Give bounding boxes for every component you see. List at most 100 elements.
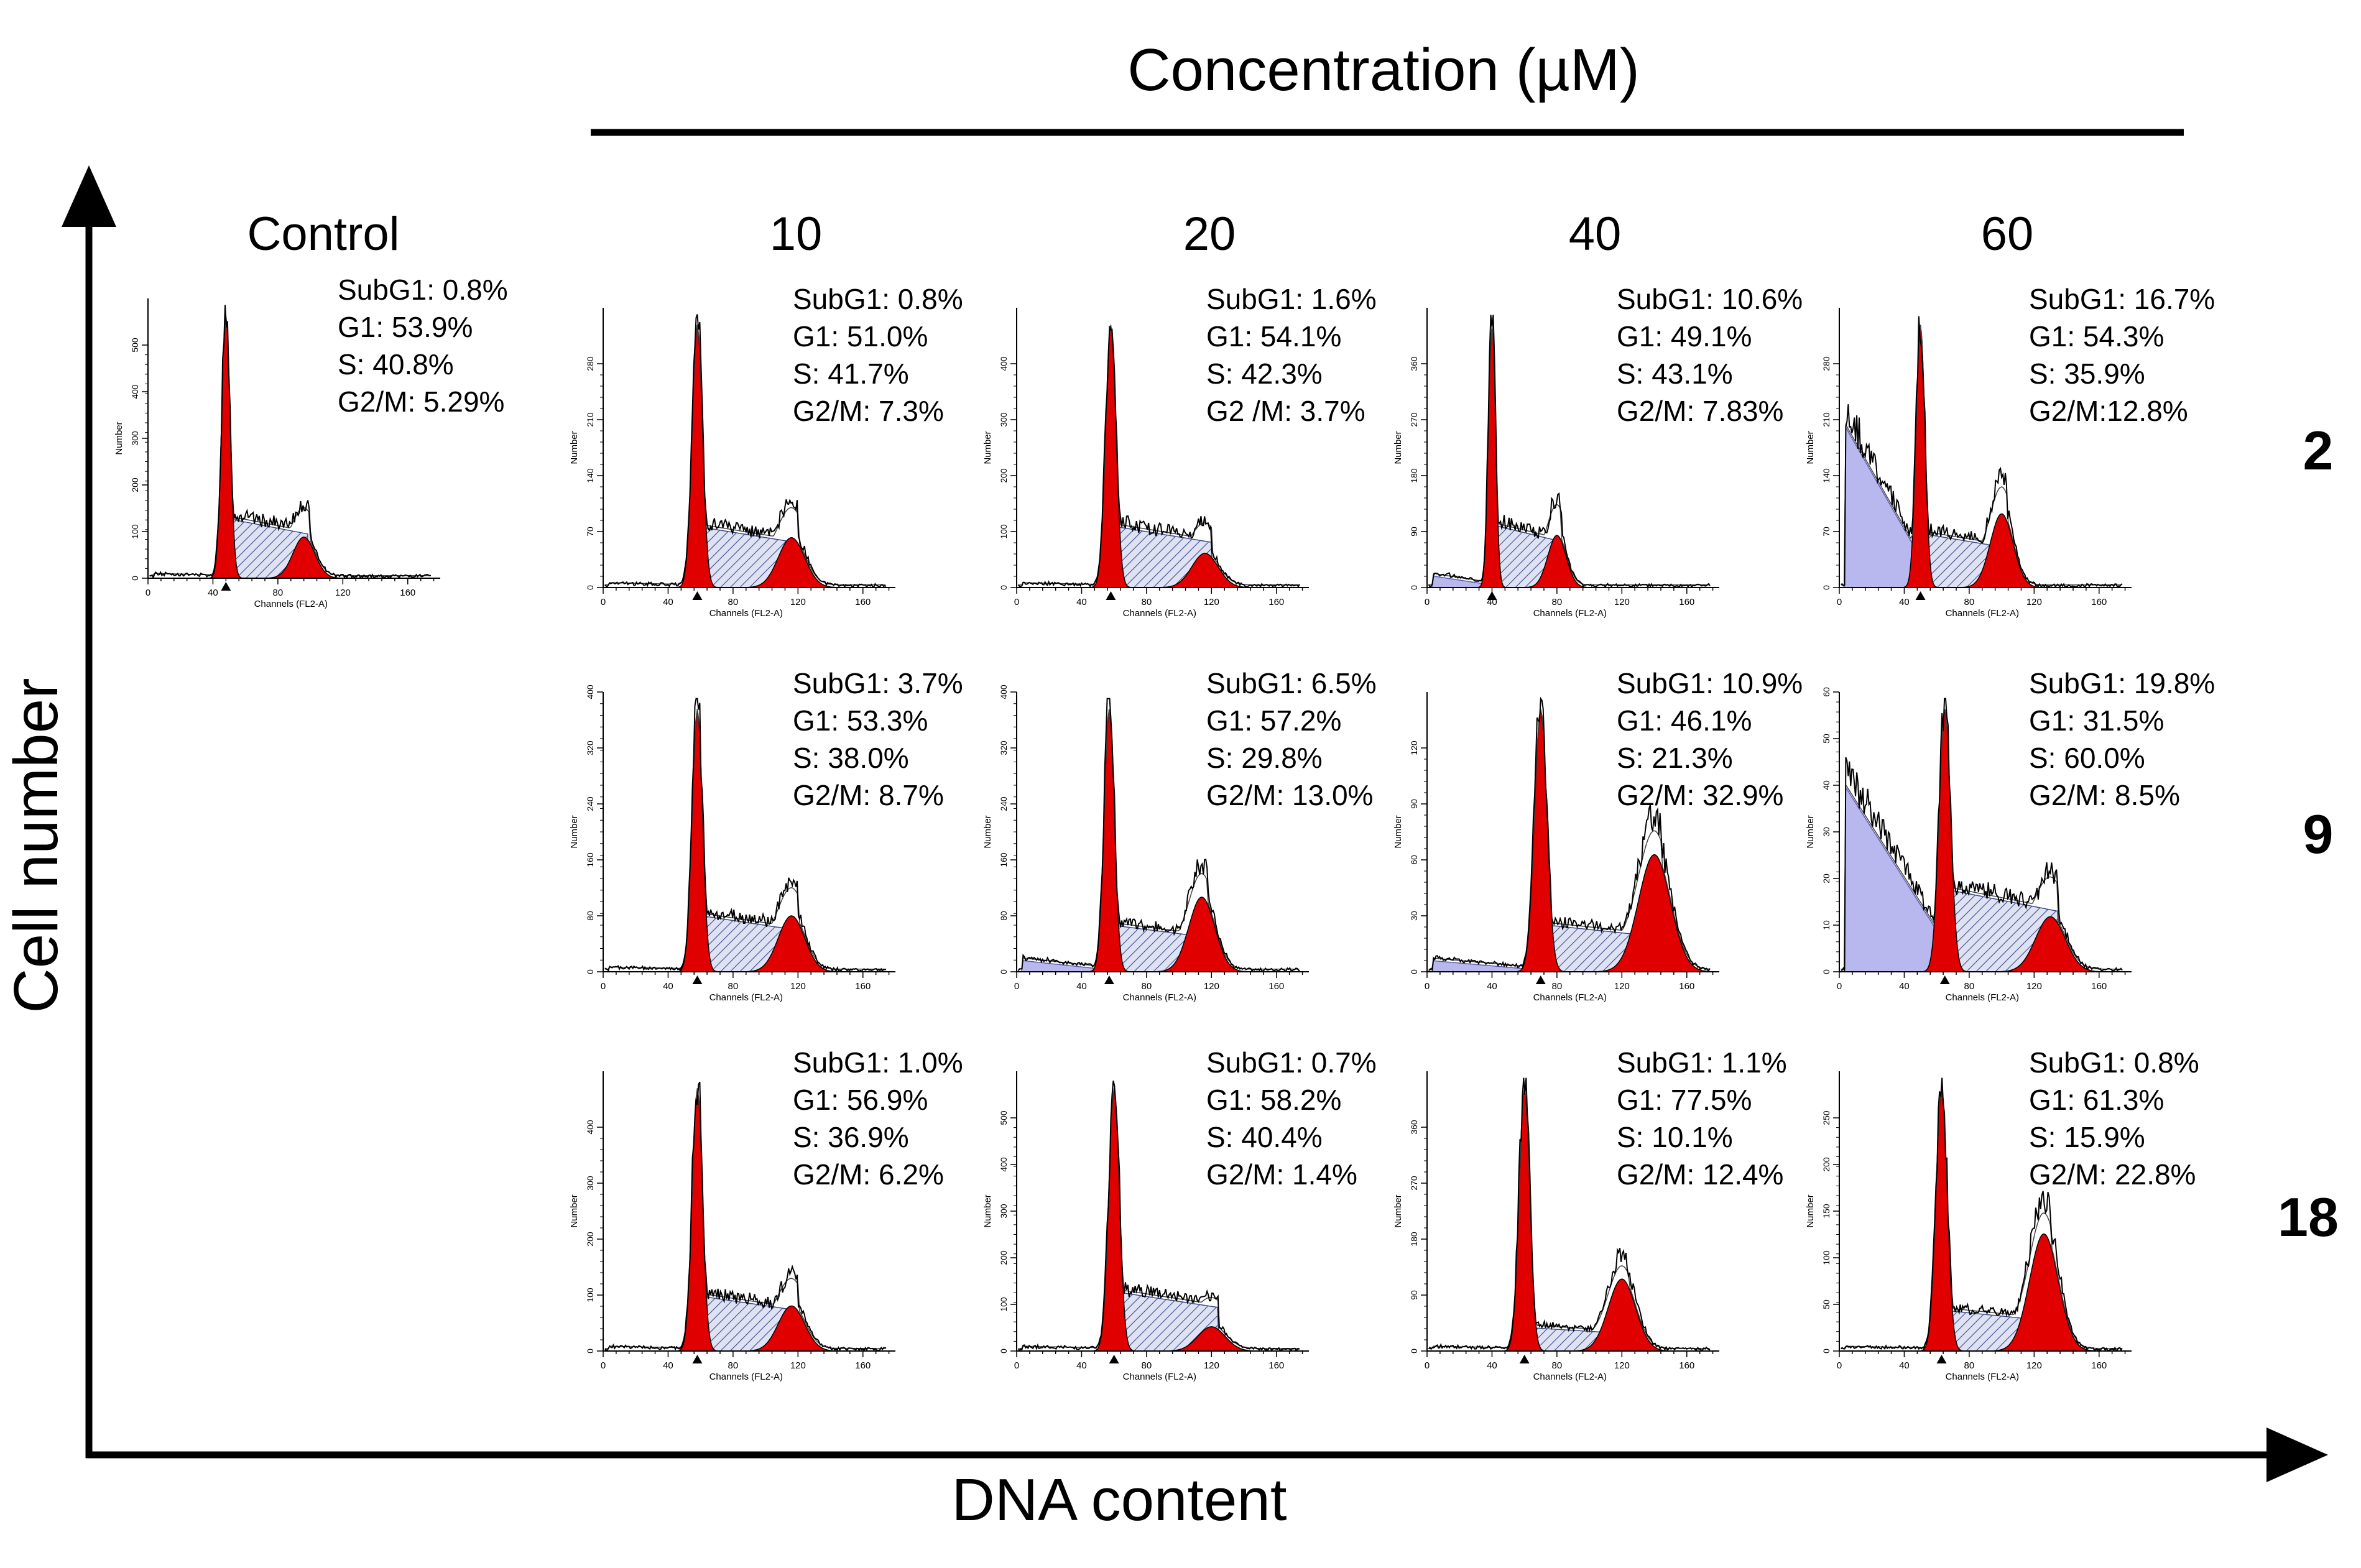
x-tick-label: 0 [1425, 981, 1430, 992]
x-tick-label: 40 [1487, 1360, 1497, 1371]
x-tick-label: 0 [601, 1360, 606, 1371]
g1-marker-triangle [1939, 975, 1950, 984]
x-tick-label: 0 [1014, 597, 1019, 607]
x-tick-label: 80 [1142, 981, 1152, 992]
panel-y-title: Number [982, 815, 993, 848]
x-tick-label: 120 [790, 597, 806, 607]
y-tick-label: 60 [1821, 687, 1831, 697]
x-tick-label: 40 [208, 588, 218, 598]
y-tick-label: 70 [1821, 527, 1831, 537]
x-tick-label: 0 [1837, 597, 1842, 607]
y-tick-label: 200 [999, 1250, 1009, 1265]
y-tick-label: 180 [1409, 1232, 1419, 1247]
phase-stat-label: SubG1: 0.8% [338, 274, 508, 306]
x-tick-label: 0 [1014, 981, 1019, 992]
phase-stat-label: G1: 53.3% [793, 704, 928, 737]
g2m-peak [1155, 897, 1247, 972]
raw-histogram-trace [149, 305, 432, 579]
histogram-panel: 0 40 80 120 160 Channels (FL2-A) 0 100 200 300 400… [569, 1046, 963, 1382]
raw-histogram-trace [1428, 1077, 1711, 1352]
row-label-18: 18 [2278, 1186, 2339, 1248]
y-tick-label: 0 [999, 585, 1009, 590]
phase-stat-label: G1: 77.5% [1617, 1084, 1752, 1116]
x-tick-label: 0 [601, 597, 606, 607]
raw-histogram-trace [1841, 316, 2123, 588]
panel-y-title: Number [982, 1194, 993, 1227]
phase-stat-label: G1: 53.9% [338, 311, 473, 343]
phase-stat-label: S: 21.3% [1617, 742, 1733, 774]
x-tick-label: 120 [2026, 981, 2042, 992]
y-tick-label: 0 [999, 1349, 1009, 1354]
x-tick-label: 120 [2026, 1360, 2042, 1371]
phase-stat-label: G2/M: 1.4% [1206, 1158, 1357, 1191]
concentration-header: Concentration (µM) [1127, 37, 1640, 103]
panel-x-title: Channels (FL2-A) [709, 608, 783, 619]
phase-stat-label: SubG1: 10.6% [1617, 283, 1803, 315]
histogram-panel: 0 40 80 120 160 Channels (FL2-A) 0 50 100 150 200 2… [1805, 1046, 2199, 1382]
y-tick-label: 150 [1821, 1204, 1831, 1219]
phase-stat-label: G1: 46.1% [1617, 704, 1752, 737]
g2m-peak [744, 915, 838, 972]
y-tick-label: 400 [999, 1157, 1009, 1172]
x-tick-label: 0 [1425, 1360, 1430, 1371]
y-tick-label: 80 [999, 911, 1009, 921]
y-tick-label: 0 [999, 969, 1009, 974]
panel-x-title: Channels (FL2-A) [1946, 1372, 2019, 1382]
panel-x-title: Channels (FL2-A) [1533, 1372, 1607, 1382]
x-tick-label: 80 [273, 588, 284, 598]
panel-x-title: Channels (FL2-A) [1123, 992, 1196, 1003]
y-tick-label: 160 [585, 852, 595, 867]
y-tick-label: 40 [1821, 780, 1831, 790]
y-tick-label: 20 [1821, 874, 1831, 883]
phase-stat-label: SubG1: 1.1% [1617, 1046, 1787, 1079]
row-label-2: 2 [2303, 420, 2334, 481]
y-tick-label: 90 [1409, 527, 1419, 537]
y-tick-label: 200 [1821, 1157, 1831, 1172]
x-tick-label: 40 [1076, 981, 1087, 992]
phase-stat-label: G2/M: 5.29% [338, 385, 504, 418]
phase-stat-label: G1: 51.0% [793, 320, 928, 353]
x-tick-label: 160 [1268, 981, 1284, 992]
phase-stat-label: G2/M: 8.7% [793, 779, 944, 811]
x-tick-label: 160 [855, 981, 871, 992]
g1-marker-triangle [1936, 1355, 1947, 1363]
phase-stat-label: G2/M: 7.3% [793, 395, 944, 427]
y-tick-label: 100 [130, 524, 140, 539]
phase-stat-label: S: 60.0% [2029, 742, 2145, 774]
panel-x-title: Channels (FL2-A) [1123, 1372, 1196, 1382]
x-tick-label: 160 [855, 1360, 871, 1371]
raw-histogram-trace [604, 314, 887, 588]
g1-marker-triangle [1487, 591, 1497, 600]
y-tick-label: 180 [1409, 468, 1419, 483]
raw-histogram-trace [1840, 1077, 2123, 1352]
y-tick-label: 0 [1821, 1349, 1831, 1354]
panel-x-title: Channels (FL2-A) [1123, 608, 1196, 619]
x-tick-label: 40 [1076, 1360, 1087, 1371]
phase-stat-label: G1: 56.9% [793, 1084, 928, 1116]
panel-x-title: Channels (FL2-A) [709, 1372, 783, 1382]
phase-stat-label: G1: 54.3% [2029, 320, 2164, 353]
histogram-panel: 0 40 80 120 160 Channels (FL2-A) 0 10 20 30 40 50 60… [1805, 667, 2215, 1003]
phase-stat-label: G2/M:12.8% [2029, 395, 2188, 427]
x-tick-label: 160 [855, 597, 871, 607]
phase-stat-label: G2/M: 8.5% [2029, 779, 2180, 811]
phase-stat-label: S: 10.1% [1617, 1121, 1733, 1153]
phase-stat-label: G1: 31.5% [2029, 704, 2164, 737]
y-tick-label: 100 [1821, 1250, 1831, 1265]
x-tick-label: 120 [790, 981, 806, 992]
panel-y-title: Number [1393, 1194, 1403, 1227]
y-tick-label: 70 [585, 527, 595, 537]
g1-marker-triangle [1519, 1355, 1530, 1363]
y-tick-label: 300 [999, 1204, 1009, 1219]
phase-stat-label: G1: 61.3% [2029, 1084, 2164, 1116]
x-tick-label: 0 [601, 981, 606, 992]
phase-stat-label: S: 38.0% [793, 742, 909, 774]
g1-marker-triangle [692, 975, 703, 984]
x-tick-label: 40 [663, 1360, 673, 1371]
x-tick-label: 80 [728, 1360, 739, 1371]
phase-stat-label: SubG1: 16.7% [2029, 283, 2215, 315]
g1-marker-triangle [692, 591, 703, 600]
g2m-peak [1158, 553, 1252, 588]
y-tick-label: 300 [999, 412, 1009, 427]
